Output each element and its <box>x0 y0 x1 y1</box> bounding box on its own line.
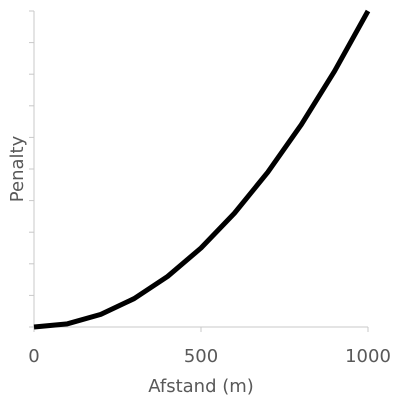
x-axis-title: Afstand (m) <box>148 376 254 397</box>
y-axis-title: Penalty <box>7 135 28 202</box>
series-group <box>33 9 371 330</box>
x-tick-label: 1000 <box>345 346 391 367</box>
x-axis-ticks <box>33 327 369 332</box>
x-axis-tick-labels: 0 500 1000 <box>28 346 391 367</box>
y-axis-ticks <box>29 10 34 328</box>
x-tick-label: 500 <box>184 346 218 367</box>
x-tick-label: 0 <box>28 346 39 367</box>
series-line <box>33 9 371 330</box>
